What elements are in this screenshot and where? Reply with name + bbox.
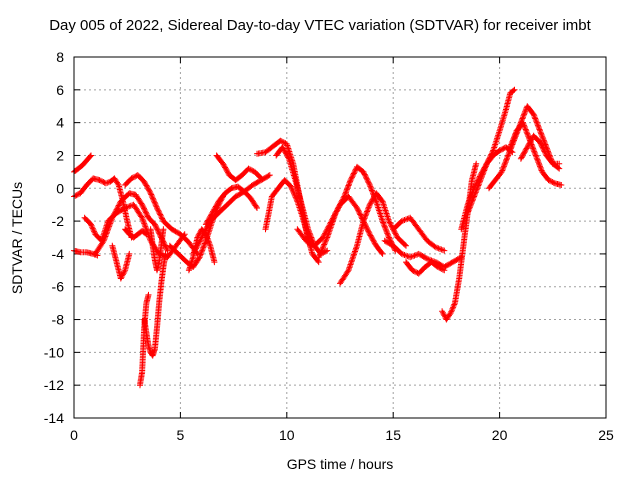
y-tick-label: -14 xyxy=(44,410,64,426)
series-markers xyxy=(122,172,201,257)
series-arc-5 xyxy=(92,190,171,257)
y-tick-label: 0 xyxy=(56,180,64,196)
y-tick-label: -8 xyxy=(52,312,65,328)
y-tick-label: 6 xyxy=(56,82,64,98)
y-tick-label: -2 xyxy=(52,213,65,229)
x-tick-label: 0 xyxy=(70,427,78,443)
series-arc-6 xyxy=(109,242,133,282)
x-tick-label: 15 xyxy=(385,427,401,443)
series-markers xyxy=(109,242,133,282)
series-arc-24 xyxy=(390,214,448,254)
series-arc-8 xyxy=(122,172,201,257)
series-arc-11 xyxy=(147,226,167,274)
series-arc-29 xyxy=(486,103,563,192)
series-markers xyxy=(507,119,565,188)
series-markers xyxy=(439,160,480,323)
series-markers xyxy=(213,152,265,184)
series-arc-26 xyxy=(439,160,480,323)
y-tick-label: -10 xyxy=(44,344,64,360)
series-markers xyxy=(315,163,399,261)
y-tick-label: 2 xyxy=(56,147,64,163)
x-tick-label: 10 xyxy=(279,427,295,443)
series-markers xyxy=(464,86,518,216)
series-arc-10 xyxy=(141,250,169,359)
series-arc-23 xyxy=(381,237,465,270)
series-markers xyxy=(92,190,171,257)
series-arc-14 xyxy=(190,172,273,257)
x-tick-label: 25 xyxy=(598,427,614,443)
series-markers xyxy=(273,144,331,257)
series-markers xyxy=(403,259,448,277)
chart-title: Day 005 of 2022, Sidereal Day-to-day VTE… xyxy=(49,17,591,34)
data-points xyxy=(71,86,565,389)
series-arc-30 xyxy=(507,119,565,188)
x-tick-label: 5 xyxy=(177,427,185,443)
series-markers xyxy=(390,214,448,254)
axis-ticks: 0 5 10 15 20 25 -14 -12 -10 -8 -6 -4 -2 0 2 4 6 8 xyxy=(44,49,614,443)
series-arc-25 xyxy=(403,259,448,277)
series-arc-19 xyxy=(273,144,331,257)
series-markers xyxy=(337,190,409,287)
x-tick-label: 20 xyxy=(492,427,508,443)
y-axis-label: SDTVAR / TECUs xyxy=(9,181,25,295)
series-markers xyxy=(147,226,167,274)
plot-frame xyxy=(73,56,607,419)
y-tick-label: 8 xyxy=(56,49,64,65)
x-axis-label: GPS time / hours xyxy=(286,456,394,472)
series-arc-31 xyxy=(517,132,563,167)
gridlines xyxy=(74,57,606,418)
series-markers xyxy=(486,103,563,192)
series-markers xyxy=(381,237,465,270)
series-markers xyxy=(190,172,273,257)
series-arc-28 xyxy=(464,86,518,216)
series-arc-22 xyxy=(337,190,409,287)
y-tick-label: -6 xyxy=(52,279,65,295)
series-arc-16 xyxy=(213,152,265,184)
y-tick-label: 4 xyxy=(56,115,64,131)
series-arc-15 xyxy=(202,183,260,228)
series-markers xyxy=(202,183,260,228)
series-markers xyxy=(141,250,169,359)
y-tick-label: -4 xyxy=(52,246,65,262)
series-arc-7 xyxy=(122,226,150,241)
series-markers xyxy=(122,226,150,241)
series-markers xyxy=(517,132,563,167)
y-tick-label: -12 xyxy=(44,377,64,393)
series-arc-21 xyxy=(315,163,399,261)
